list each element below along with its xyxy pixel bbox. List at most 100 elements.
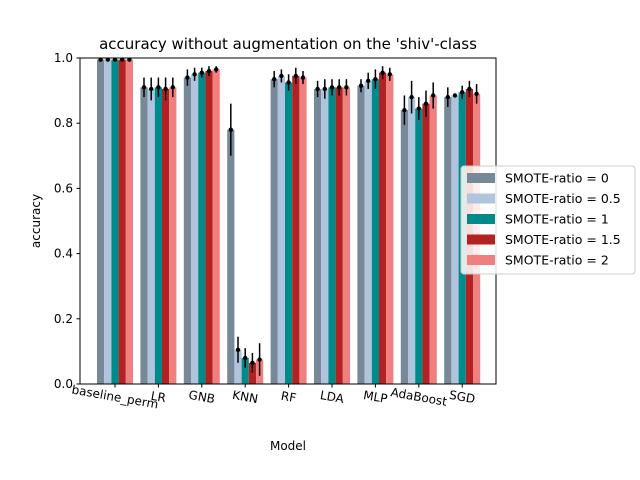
bar-baseline_perm-s0	[97, 59, 105, 384]
chart-title: accuracy without augmentation on the 'sh…	[99, 35, 477, 53]
bar-RF-s1	[277, 75, 285, 385]
mean-point-SGD-s3	[467, 86, 472, 92]
mean-point-LDA-s4	[344, 85, 349, 90]
mean-point-MLP-s3	[380, 70, 385, 75]
bar-MLP-s0	[357, 85, 365, 385]
legend-swatch-s3	[467, 234, 495, 245]
mean-point-LDA-s2	[329, 85, 335, 90]
bar-GNB-s1	[191, 74, 199, 385]
x-tick-label-GNB: GNB	[188, 388, 217, 406]
bar-LDA-s3	[335, 87, 343, 384]
mean-point-LR-s2	[156, 85, 161, 90]
legend-label-s0: SMOTE-ratio = 0	[505, 171, 609, 186]
bar-LDA-s4	[342, 87, 350, 384]
mean-point-KNN-s3	[250, 360, 255, 366]
mean-point-LDA-s1	[322, 86, 327, 92]
mean-point-GNB-s3	[206, 68, 212, 74]
bar-AdaBoost-s1	[408, 97, 416, 385]
legend-label-s1: SMOTE-ratio = 0.5	[505, 191, 621, 206]
legend-label-s4: SMOTE-ratio = 2	[505, 253, 609, 268]
y-axis: 0.0 0.2 0.4 0.6 0.8 1.0	[54, 51, 80, 391]
mean-point-LR-s3	[163, 86, 168, 92]
mean-point-KNN-s1	[235, 347, 241, 352]
y-tick-label: 0.2	[54, 312, 73, 326]
x-tick-label-LR: LR	[150, 389, 167, 405]
legend-frame	[460, 165, 636, 275]
bar-LR-s3	[162, 88, 170, 384]
bar-LR-s2	[154, 87, 162, 384]
mean-point-AdaBoost-s2	[416, 106, 421, 111]
bar-RF-s4	[299, 77, 307, 384]
mean-point-AdaBoost-s0	[402, 107, 407, 113]
error-bars-layer	[98, 57, 479, 376]
bar-baseline_perm-s2	[111, 59, 119, 384]
bar-GNB-s3	[205, 71, 213, 384]
bar-AdaBoost-s4	[429, 95, 437, 385]
mean-point-GNB-s1	[192, 72, 197, 77]
bar-LDA-s2	[328, 87, 336, 384]
mean-point-KNN-s0	[228, 127, 233, 132]
legend-swatch-s0	[467, 173, 495, 183]
legend: SMOTE-ratio = 0 SMOTE-ratio = 0.5 SMOTE-ra…	[460, 165, 636, 275]
y-tick-label: 1.0	[54, 51, 73, 65]
mean-point-LDA-s0	[315, 86, 320, 92]
mean-point-MLP-s0	[358, 83, 364, 88]
mean-point-LDA-s3	[337, 85, 342, 90]
y-tick-label: 0.8	[54, 116, 73, 130]
bar-AdaBoost-s0	[400, 110, 408, 384]
legend-swatch-s4	[467, 255, 495, 265]
mean-point-MLP-s2	[373, 76, 378, 82]
bar-KNN-s2	[241, 357, 249, 384]
bar-RF-s3	[292, 75, 300, 385]
bar-baseline_perm-s4	[125, 59, 133, 384]
y-tick-label: 0.0	[54, 377, 73, 391]
mean-point-AdaBoost-s4	[431, 93, 436, 98]
y-tick-label: 0.4	[54, 247, 73, 261]
mean-point-LR-s0	[141, 85, 147, 90]
bar-SGD-s1	[451, 95, 459, 385]
mean-point-GNB-s0	[185, 75, 190, 80]
mean-point-MLP-s1	[366, 78, 371, 84]
bar-LR-s4	[169, 87, 177, 384]
bar-LR-s0	[140, 87, 148, 384]
mean-point-RF-s0	[272, 76, 277, 82]
bar-baseline_perm-s1	[104, 59, 112, 384]
mean-point-SGD-s1	[452, 93, 458, 98]
bar-MLP-s2	[371, 79, 379, 384]
mean-point-SGD-s4	[474, 91, 479, 97]
bar-AdaBoost-s3	[422, 103, 430, 384]
bar-SGD-s0	[444, 97, 452, 385]
bars-layer	[97, 59, 481, 385]
bar-baseline_perm-s3	[118, 59, 126, 384]
x-tick-label-KNN: KNN	[231, 388, 259, 406]
bar-LR-s1	[147, 88, 155, 384]
bar-AdaBoost-s2	[415, 108, 423, 384]
mean-point-baseline_perm-s0	[98, 57, 103, 62]
mean-point-RF-s2	[286, 80, 291, 85]
bar-MLP-s1	[364, 80, 372, 384]
bar-GNB-s4	[212, 69, 220, 384]
mean-point-baseline_perm-s1	[105, 57, 111, 62]
x-tick-label-RF: RF	[280, 389, 298, 405]
mean-point-SGD-s2	[460, 90, 465, 95]
legend-swatch-s1	[467, 193, 495, 204]
legend-label-s2: SMOTE-ratio = 1	[505, 212, 609, 227]
bar-KNN-s3	[248, 362, 256, 384]
mean-point-baseline_perm-s2	[112, 57, 118, 62]
bar-LDA-s1	[321, 88, 329, 384]
bar-KNN-s0	[227, 129, 235, 384]
x-tick-label-MLP: MLP	[362, 388, 388, 406]
mean-point-MLP-s4	[387, 72, 392, 77]
bar-MLP-s3	[379, 72, 387, 385]
x-axis-label: Model	[270, 439, 306, 453]
mean-point-RF-s1	[279, 73, 284, 79]
bar-RF-s2	[285, 82, 293, 384]
bar-MLP-s4	[386, 74, 394, 385]
bar-LDA-s0	[314, 88, 322, 384]
bar-GNB-s0	[183, 77, 191, 384]
mean-point-LR-s4	[170, 85, 175, 90]
x-tick-label-AdaBoost: AdaBoost	[390, 385, 449, 409]
mean-point-AdaBoost-s1	[409, 94, 414, 100]
mean-point-AdaBoost-s3	[423, 101, 429, 106]
